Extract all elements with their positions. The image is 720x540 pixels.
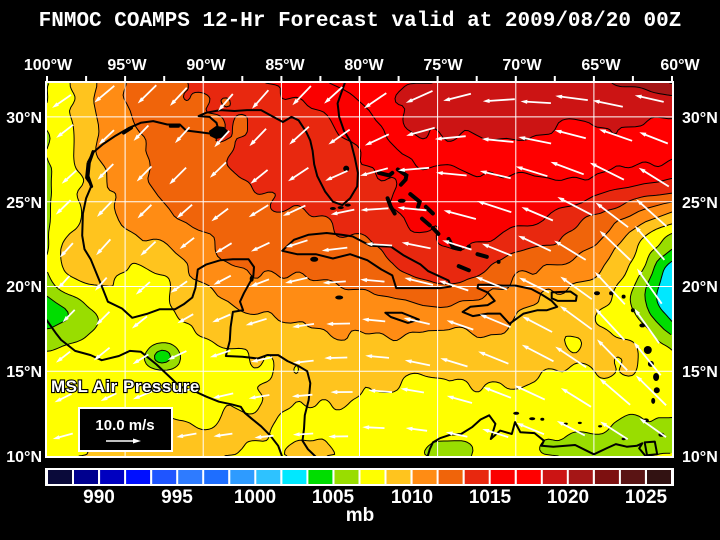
svg-text:25°N: 25°N bbox=[682, 195, 718, 212]
svg-text:85°W: 85°W bbox=[265, 57, 305, 74]
svg-text:100°W: 100°W bbox=[24, 57, 73, 74]
svg-text:995: 995 bbox=[161, 487, 193, 508]
svg-text:1005: 1005 bbox=[312, 487, 355, 508]
svg-text:70°W: 70°W bbox=[502, 57, 542, 74]
svg-text:1015: 1015 bbox=[469, 487, 512, 508]
svg-text:15°N: 15°N bbox=[682, 364, 718, 381]
svg-text:90°W: 90°W bbox=[186, 57, 226, 74]
svg-text:1000: 1000 bbox=[234, 487, 276, 508]
svg-text:30°N: 30°N bbox=[682, 110, 718, 127]
svg-text:30°N: 30°N bbox=[6, 110, 42, 127]
svg-text:1025: 1025 bbox=[625, 487, 668, 508]
svg-text:65°W: 65°W bbox=[581, 57, 621, 74]
svg-text:95°W: 95°W bbox=[107, 57, 147, 74]
svg-text:60°W: 60°W bbox=[660, 57, 700, 74]
svg-text:20°N: 20°N bbox=[682, 279, 718, 296]
svg-text:mb: mb bbox=[346, 505, 375, 526]
svg-text:10°N: 10°N bbox=[6, 449, 42, 466]
svg-text:10.0 m/s: 10.0 m/s bbox=[95, 417, 154, 434]
svg-text:1020: 1020 bbox=[547, 487, 589, 508]
svg-text:75°W: 75°W bbox=[423, 57, 463, 74]
svg-text:1010: 1010 bbox=[391, 487, 433, 508]
svg-text:MSL Air Pressure: MSL Air Pressure bbox=[51, 377, 200, 396]
svg-text:10°N: 10°N bbox=[682, 449, 718, 466]
svg-text:80°W: 80°W bbox=[344, 57, 384, 74]
svg-text:25°N: 25°N bbox=[6, 195, 42, 212]
svg-text:20°N: 20°N bbox=[6, 279, 42, 296]
svg-text:990: 990 bbox=[83, 487, 115, 508]
svg-text:FNMOC COAMPS 12-Hr Forecast va: FNMOC COAMPS 12-Hr Forecast valid at 200… bbox=[39, 10, 682, 33]
svg-text:15°N: 15°N bbox=[6, 364, 42, 381]
